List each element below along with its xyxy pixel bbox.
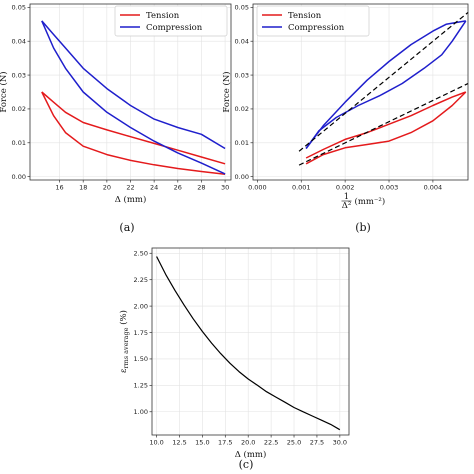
tick-label-x: 30.0 [333, 439, 347, 447]
tick-label-y: 2.25 [134, 276, 148, 284]
y-axis-label: Force (N) [221, 71, 232, 112]
tick-label-x: 30 [221, 184, 229, 192]
tick-label-y: 0.03 [12, 71, 26, 79]
legend-box [114, 5, 228, 37]
plot-frame [151, 247, 350, 436]
y-axis-label: εrms average (%) [118, 310, 130, 373]
tick-label-y: 0.05 [12, 4, 26, 12]
tick-label-y: 0.03 [235, 71, 249, 79]
tick-label-x: 20 [103, 184, 111, 192]
tick-label-x: 22 [126, 184, 134, 192]
series-line-tension [305, 91, 467, 165]
tick-label-x: 0.000 [248, 184, 267, 192]
tick-label-x: 12.5 [172, 439, 186, 447]
tick-label-y: 1.50 [134, 355, 148, 363]
legend-label-tension: Tension [146, 11, 180, 21]
series-line-compression [41, 20, 226, 150]
tick-label-y: 0.01 [12, 139, 26, 147]
tick-label-y: 1.25 [134, 382, 148, 390]
tick-label-x: 17.5 [218, 439, 232, 447]
legend-label-compression: Compression [146, 23, 203, 33]
x-axis-label: (mm⁻²) [355, 196, 386, 207]
tick-label-y: 0.00 [12, 173, 26, 181]
tick-label-x: 27.5 [310, 439, 324, 447]
legend-label-tension: Tension [288, 11, 322, 21]
fit-line [298, 82, 469, 166]
plot-frame [252, 3, 469, 181]
series-line-compression [41, 20, 226, 175]
x-axis-label-numerator: 1 [344, 192, 349, 202]
caption-b: (b) [355, 221, 371, 234]
tick-label-x: 18 [79, 184, 87, 192]
series-line-tension [41, 91, 226, 165]
tick-label-y: 0.04 [12, 38, 26, 46]
x-axis-label: Δ (mm) [235, 449, 267, 460]
tick-label-y: 2.50 [134, 250, 148, 258]
tick-label-x: 28 [197, 184, 205, 192]
caption-a: (a) [119, 221, 134, 234]
tick-label-x: 20.0 [241, 439, 255, 447]
tick-label-x: 15.0 [195, 439, 209, 447]
series-line-compression [305, 20, 466, 149]
panel-a: 16 18 20 22 24 26 28 30 0.00 0.01 0.02 0.03 0.04 0.05… [0, 3, 232, 205]
tick-label-x: 24 [150, 184, 158, 192]
tick-label-y: 0.00 [235, 173, 249, 181]
series-line-compression [305, 20, 467, 149]
panel-c: 10.0 12.5 15.0 17.5 20.0 22.5 25.0 27.5 30.0 1.00… [118, 247, 350, 460]
x-axis-label: Δ (mm) [115, 194, 147, 205]
tick-label-y: 1.00 [134, 408, 148, 416]
series-line-curve [156, 256, 341, 431]
tick-label-x: 26 [174, 184, 182, 192]
x-axis-label-denominator: Δ² [342, 201, 352, 211]
series-line-tension [41, 91, 226, 175]
tick-label-x: 0.003 [380, 184, 399, 192]
tick-label-x: 25.0 [287, 439, 301, 447]
tick-label-y: 1.75 [134, 329, 148, 337]
legend-box [256, 5, 370, 37]
tick-label-x: 0.001 [292, 184, 311, 192]
tick-label-y: 2.00 [134, 302, 148, 310]
y-axis-label: Force (N) [0, 71, 9, 112]
fit-line [298, 11, 469, 152]
tick-label-y: 0.02 [12, 105, 26, 113]
tick-label-y: 0.05 [235, 4, 249, 12]
tick-label-y: 0.01 [235, 139, 249, 147]
tick-label-y: 0.04 [235, 38, 249, 46]
panel-b: 0.000 0.001 0.002 0.003 0.004 0.00 0.01 0.02 0.0… [221, 3, 469, 211]
legend-label-compression: Compression [288, 23, 345, 33]
tick-label-x: 0.002 [336, 184, 355, 192]
tick-label-x: 22.5 [264, 439, 278, 447]
tick-label-x: 10.0 [149, 439, 163, 447]
caption-c: (c) [239, 458, 254, 471]
series-line-tension [305, 91, 467, 159]
tick-label-y: 0.02 [235, 105, 249, 113]
tick-label-x: 0.004 [424, 184, 443, 192]
tick-label-x: 16 [55, 184, 63, 192]
